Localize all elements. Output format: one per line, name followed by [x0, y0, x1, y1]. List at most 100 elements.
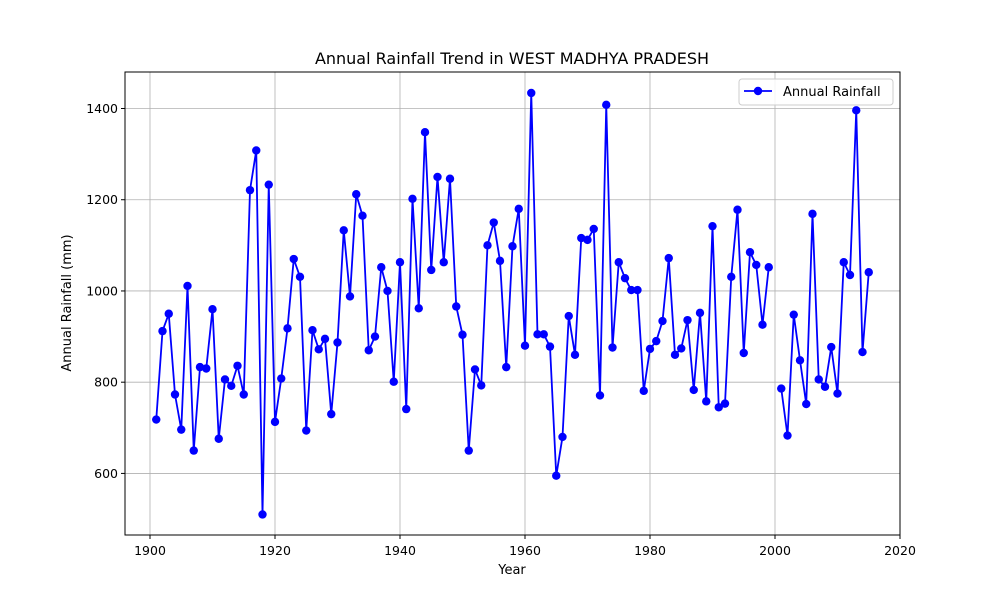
data-point: [820, 382, 830, 391]
data-point: [477, 381, 486, 390]
data-point: [345, 292, 355, 301]
legend-entry-annual-rainfall: Annual Rainfall: [783, 85, 881, 100]
data-point: [458, 330, 467, 339]
legend-box: [738, 78, 894, 106]
data-point: [277, 374, 286, 383]
data-point: [633, 285, 642, 295]
chart-title: Annual Rainfall Trend in WEST MADHYA PRA…: [315, 49, 709, 68]
data-point: [814, 375, 823, 384]
y-axis-label: Annual Rainfall (mm): [60, 234, 75, 371]
data-point: [364, 346, 373, 355]
data-point: [264, 180, 273, 189]
data-point: [783, 431, 792, 440]
data-point: [327, 409, 336, 419]
data-point: [758, 320, 767, 329]
data-point: [583, 235, 592, 245]
data-point: [539, 330, 548, 339]
data-point: [564, 311, 573, 321]
data-point: [502, 362, 511, 372]
x-axis-ticks: 1900 1920 1940 1960 1980 2000 2020: [134, 535, 916, 558]
data-point: [358, 211, 367, 220]
data-point: [695, 308, 705, 318]
data-point: [208, 305, 217, 314]
data-point: [527, 88, 536, 98]
data-point: [545, 342, 555, 351]
data-point: [733, 205, 742, 214]
data-point: [827, 342, 836, 352]
data-point: [227, 381, 236, 391]
data-point: [720, 399, 730, 408]
data-point: [383, 286, 392, 296]
data-point: [795, 356, 805, 365]
data-point: [427, 265, 436, 275]
data-point: [170, 390, 180, 399]
data-point: [689, 385, 698, 395]
data-point: [570, 350, 580, 360]
data-point: [483, 241, 492, 250]
data-point: [189, 446, 198, 455]
data-point: [389, 377, 398, 386]
data-point: [852, 106, 861, 115]
y-tick-label: 600: [94, 466, 118, 481]
data-point: [620, 273, 630, 283]
data-point: [420, 128, 430, 137]
grid-lines: [125, 72, 901, 535]
data-point: [233, 361, 242, 370]
data-point: [858, 347, 867, 357]
data-point: [283, 324, 292, 333]
data-point: [558, 432, 567, 442]
data-point: [608, 343, 617, 352]
data-point: [708, 221, 717, 231]
data-point: [433, 172, 442, 182]
data-point: [370, 332, 380, 341]
data-point: [352, 190, 361, 199]
data-point: [214, 434, 223, 443]
data-point: [520, 341, 530, 350]
data-point: [864, 268, 873, 277]
y-tick-label: 800: [94, 375, 118, 390]
data-point: [658, 316, 667, 326]
data-point: [639, 386, 648, 396]
data-point: [789, 310, 798, 319]
data-point: [339, 226, 348, 235]
data-point: [652, 336, 661, 346]
data-point: [333, 338, 342, 347]
data-point: [439, 258, 448, 267]
data-point: [777, 384, 786, 393]
data-point: [220, 375, 230, 384]
x-tick-label: 1940: [384, 543, 416, 558]
data-point: [302, 426, 311, 435]
data-point: [245, 185, 255, 195]
data-point: [289, 254, 298, 264]
data-point: [595, 391, 605, 400]
data-point: [677, 344, 686, 353]
data-point: [452, 302, 461, 311]
data-point: [270, 417, 280, 427]
data-point: [802, 399, 811, 409]
data-point: [177, 425, 186, 434]
data-point: [408, 194, 417, 204]
y-axis-ticks: 600 800 1000 1200 1400: [86, 101, 125, 481]
x-tick-label: 1980: [634, 543, 666, 558]
data-point: [745, 247, 755, 257]
data-point: [739, 348, 748, 358]
data-point: [645, 344, 655, 354]
data-point: [727, 272, 736, 282]
data-point: [152, 415, 161, 424]
data-point: [664, 253, 673, 263]
data-point: [402, 404, 411, 414]
y-tick-label: 1400: [86, 101, 118, 116]
data-point: [258, 510, 267, 519]
data-point: [764, 263, 773, 272]
data-point: [833, 389, 842, 398]
data-point: [320, 334, 330, 344]
data-point: [164, 309, 173, 318]
legend: Annual Rainfall: [738, 78, 894, 106]
data-point: [602, 100, 611, 110]
data-point: [589, 224, 598, 234]
y-tick-label: 1000: [86, 283, 118, 298]
data-point: [839, 258, 848, 267]
legend-marker-sample: [753, 86, 763, 96]
data-point: [252, 146, 261, 155]
data-point: [445, 174, 455, 183]
